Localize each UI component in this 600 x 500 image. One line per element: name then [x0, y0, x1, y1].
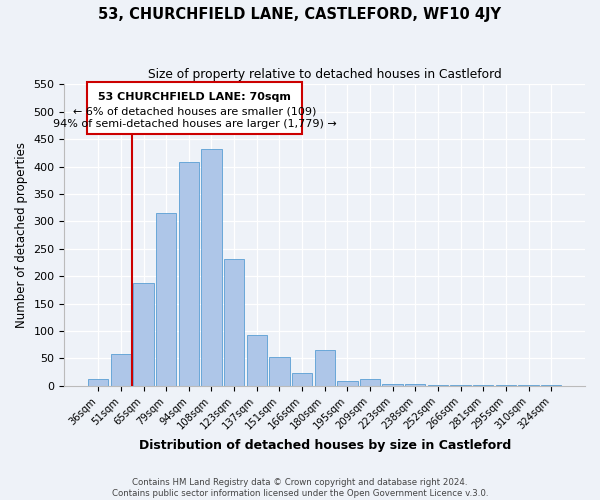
Text: 53 CHURCHFIELD LANE: 70sqm: 53 CHURCHFIELD LANE: 70sqm	[98, 92, 291, 102]
Bar	[269, 358, 290, 386]
Bar	[337, 382, 358, 386]
Y-axis label: Number of detached properties: Number of detached properties	[15, 142, 28, 328]
Bar	[405, 384, 425, 386]
Bar	[292, 372, 312, 386]
Bar	[360, 379, 380, 386]
Text: 94% of semi-detached houses are larger (1,779) →: 94% of semi-detached houses are larger (…	[53, 119, 337, 129]
Text: ← 6% of detached houses are smaller (109): ← 6% of detached houses are smaller (109…	[73, 106, 316, 117]
Text: 53, CHURCHFIELD LANE, CASTLEFORD, WF10 4JY: 53, CHURCHFIELD LANE, CASTLEFORD, WF10 4…	[98, 8, 502, 22]
Bar	[133, 283, 154, 386]
FancyBboxPatch shape	[87, 82, 302, 134]
Text: Contains HM Land Registry data © Crown copyright and database right 2024.
Contai: Contains HM Land Registry data © Crown c…	[112, 478, 488, 498]
Title: Size of property relative to detached houses in Castleford: Size of property relative to detached ho…	[148, 68, 502, 80]
Bar	[179, 162, 199, 386]
Bar	[382, 384, 403, 386]
Bar	[224, 258, 244, 386]
Bar	[247, 336, 267, 386]
Bar	[428, 384, 448, 386]
X-axis label: Distribution of detached houses by size in Castleford: Distribution of detached houses by size …	[139, 440, 511, 452]
Bar	[314, 350, 335, 386]
Bar	[88, 378, 109, 386]
Bar	[541, 384, 562, 386]
Bar	[111, 354, 131, 386]
Bar	[201, 149, 221, 386]
Bar	[156, 212, 176, 386]
